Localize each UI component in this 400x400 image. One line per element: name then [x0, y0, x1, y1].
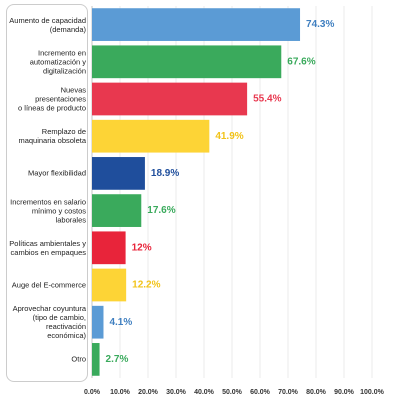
x-tick-label: 60.0% [250, 389, 271, 396]
category-label: Auge del E-commerce [11, 280, 86, 290]
value-label: 2.7% [106, 354, 129, 365]
value-label: 74.3% [306, 19, 334, 30]
category-label: Nuevas presentaciones o líneas de produc… [18, 85, 86, 113]
bar [92, 45, 282, 79]
value-label: 12.2% [132, 280, 160, 291]
value-label: 41.9% [215, 131, 243, 142]
x-tick-label: 90.0% [334, 389, 355, 396]
value-label: 18.9% [151, 168, 179, 179]
bar [92, 119, 210, 153]
category-label: Otro [71, 354, 86, 364]
value-label: 12% [132, 242, 152, 253]
bar [92, 343, 100, 376]
x-tick-label: 70.0% [278, 389, 299, 396]
x-tick-label: 30.0% [166, 389, 187, 396]
value-label: 4.1% [109, 317, 132, 328]
x-tick-label: 10.0% [110, 389, 131, 396]
bar [92, 82, 248, 116]
x-tick-label: 80.0% [306, 389, 327, 396]
bar [92, 268, 127, 302]
category-label: Aprovechar coyuntura (tipo de cambio, re… [12, 304, 86, 341]
label-panel [6, 4, 88, 382]
value-label: 67.6% [287, 56, 315, 67]
bar [92, 231, 126, 265]
x-tick-label: 20.0% [138, 389, 159, 396]
category-label: Incremento en automatización y digitaliz… [29, 48, 86, 76]
x-tick-label: 50.0% [222, 389, 243, 396]
value-label: 17.6% [147, 205, 175, 216]
bar [92, 305, 104, 339]
category-label: Incrementos en salario mínimo y costos l… [10, 197, 86, 225]
category-label: Políticas ambientales y cambios en empaq… [9, 238, 86, 257]
x-tick-label: 40.0% [194, 389, 215, 396]
x-tick-label: 100.0% [360, 389, 385, 396]
x-tick-label: 0.0% [84, 389, 101, 396]
value-label: 55.4% [253, 94, 281, 105]
bar [92, 194, 142, 227]
bar [92, 8, 301, 41]
category-label: Mayor flexibilidad [28, 168, 86, 178]
bar [92, 157, 145, 190]
category-label: Aumento de capacidad (demanda) [9, 15, 86, 34]
category-label: Remplazo de maquinaria obsoleta [18, 127, 86, 146]
